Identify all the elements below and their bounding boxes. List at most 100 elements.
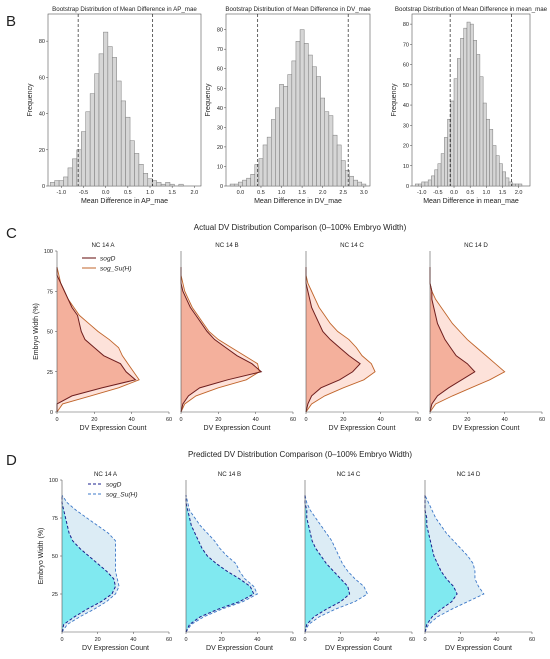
sogd-line — [429, 267, 476, 413]
section-d-title: Predicted DV Distribution Comparison (0–… — [188, 450, 412, 459]
charts-layer: -1.0 -0.5 0.0 0.5 1.0 1.5 2.0 0 20 40 60 80 Bootstra… — [27, 6, 548, 652]
panel-title: NC 14 A — [91, 242, 115, 249]
x-tick-label: 60 — [290, 637, 296, 643]
sogd-line — [304, 495, 351, 633]
histogram-bar — [262, 144, 268, 187]
x-tick-label: 0.0 — [237, 190, 245, 196]
legend-sogd-label: sogD — [100, 256, 116, 263]
predicted-panel-2: 0 20 40 60 DV Expression Count NC 14 B — [184, 471, 296, 652]
x-tick-label: 1.5 — [168, 190, 176, 196]
x-tick-label: -1.0 — [417, 190, 426, 196]
histogram-bar — [129, 140, 135, 187]
histogram-bar — [414, 183, 419, 187]
sogd-area — [430, 267, 475, 412]
histogram-bar — [476, 54, 481, 187]
histogram-bar — [349, 175, 354, 187]
section-c-title: Actual DV Distribution Comparison (0–100… — [194, 223, 407, 232]
x-tick-label: 20 — [458, 637, 464, 643]
x-tick-label: 0.0 — [102, 190, 110, 196]
histogram-bar — [437, 163, 442, 187]
histogram-bar — [345, 170, 350, 187]
histogram-title: Bootstrap Distribution of Mean Differenc… — [395, 6, 548, 13]
y-tick-label: 20 — [217, 145, 223, 151]
x-tick-label: 0 — [179, 417, 182, 423]
x-tick-label: 20 — [91, 417, 97, 423]
histogram-bar — [178, 183, 184, 187]
x-tick-label: -1.0 — [57, 190, 66, 196]
actual-panel-1: 0 20 40 60 DV Expression Count NC 14 A 0 25 50 75… — [33, 242, 172, 432]
histogram-bar — [460, 38, 464, 187]
y-tick-label: 50 — [217, 86, 223, 92]
panel-title: NC 14 C — [340, 242, 364, 249]
histogram-bar — [112, 57, 117, 187]
y-tick-label: 25 — [47, 370, 53, 376]
y-tick-label: 40 — [403, 103, 409, 109]
x-axis-label: DV Expression Count — [204, 425, 271, 432]
histogram-bar — [453, 78, 458, 187]
histogram-bar — [242, 179, 247, 187]
y-tick-label: 0 — [50, 410, 53, 416]
y-tick-label: 75 — [47, 289, 53, 295]
x-tick-label: 0 — [304, 417, 307, 423]
histogram-bar — [495, 155, 500, 187]
x-tick-label: 1.5 — [298, 190, 306, 196]
histogram-bar — [434, 169, 439, 187]
histogram-bar — [63, 176, 69, 187]
histogram-bar — [479, 76, 484, 187]
y-tick-label: 70 — [403, 42, 409, 48]
x-tick-label: 2.0 — [515, 190, 523, 196]
histogram-bar — [332, 134, 338, 187]
x-tick-label: 0.5 — [257, 190, 265, 196]
x-axis-label: Mean Difference in AP_mae — [81, 198, 168, 205]
histogram-bar — [238, 181, 243, 187]
panel-title: NC 14 A — [94, 471, 118, 478]
x-tick-label: -0.5 — [79, 190, 88, 196]
histogram-bar — [229, 183, 235, 187]
histogram-bar — [283, 86, 288, 187]
histogram-bar — [160, 183, 166, 187]
y-tick-label: 50 — [403, 83, 409, 89]
histogram-bar — [169, 183, 175, 187]
sogd-line — [305, 267, 361, 413]
histogram-bar — [328, 115, 334, 187]
histogram-bar — [58, 180, 64, 187]
histogram-title: Bootstrap Distribution of Mean Differenc… — [225, 6, 371, 13]
x-axis-label: DV Expression Count — [80, 425, 147, 432]
x-tick-label: 1.0 — [278, 190, 286, 196]
y-axis-label: Frequency — [391, 83, 398, 117]
y-tick-label: 50 — [47, 330, 53, 336]
histogram-bar — [440, 153, 445, 187]
histogram-3: -1.0 -0.5 0.0 0.5 1.0 1.5 2.0 0 10 20 30 40 50 60 70 80… — [391, 6, 548, 205]
x-tick-label: 0.0 — [450, 190, 458, 196]
y-tick-label: 25 — [52, 592, 58, 598]
y-tick-label: 80 — [403, 22, 409, 28]
histogram-bar — [431, 175, 435, 187]
histogram-bar — [492, 145, 497, 187]
histogram-bar — [518, 183, 523, 187]
x-axis-label: DV Expression Count — [325, 645, 392, 652]
actual-panel-3: 0 20 40 60 DV Expression Count NC 14 C — [304, 242, 421, 432]
histogram-title: Bootstrap Distribution of Mean Differenc… — [52, 6, 197, 13]
x-axis-label: DV Expression Count — [329, 425, 396, 432]
x-tick-label: 0 — [60, 637, 63, 643]
histogram-bar — [421, 181, 426, 187]
histogram-bar — [72, 158, 78, 187]
histogram-bar — [107, 46, 113, 187]
predicted-panel-3: 0 20 40 60 DV Expression Count NC 14 C — [303, 471, 415, 652]
x-tick-label: 2.0 — [191, 190, 199, 196]
actual-panel-4: 0 20 40 60 DV Expression Count NC 14 D — [428, 242, 545, 432]
x-axis-label: DV Expression Count — [453, 425, 520, 432]
y-tick-label: 100 — [49, 478, 58, 484]
y-tick-label: 20 — [39, 148, 45, 154]
sogd-area — [305, 495, 350, 632]
x-tick-label: 60 — [290, 417, 296, 423]
histogram-bar — [463, 27, 468, 187]
y-tick-label: 40 — [39, 112, 45, 118]
histogram-bar — [466, 21, 471, 187]
x-tick-label: 60 — [166, 417, 172, 423]
histogram-bar — [246, 177, 251, 187]
x-tick-label: 2.5 — [339, 190, 347, 196]
x-tick-label: 0 — [184, 637, 187, 643]
histogram-bar — [271, 119, 276, 187]
